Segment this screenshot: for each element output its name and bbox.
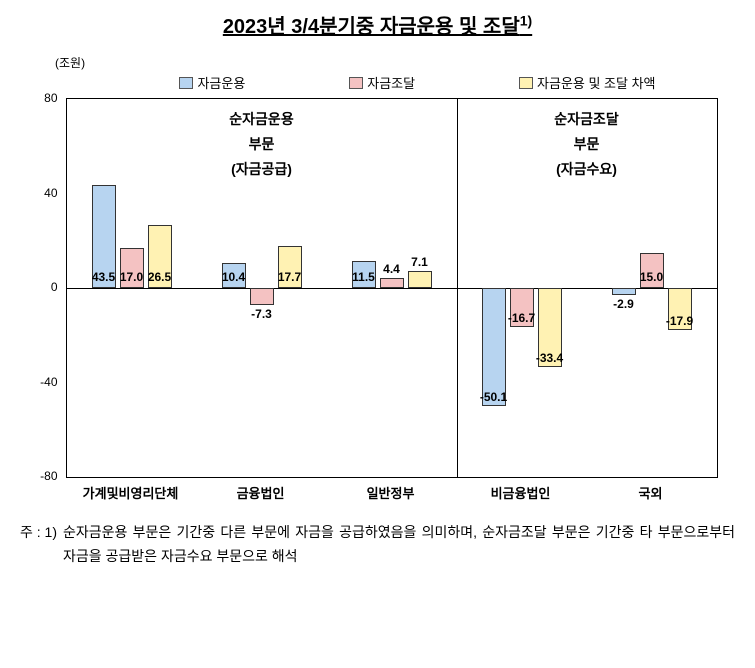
title-text: 2023년 3/4분기중 자금운용 및 조달 [223, 16, 520, 38]
x-category-label: 가계및비영리단체 [83, 483, 179, 502]
legend-swatch [179, 77, 193, 89]
footnote-key: 주 : 1) [20, 521, 57, 569]
bar [380, 278, 404, 288]
chart-title: 2023년 3/4분기중 자금운용 및 조달1) [20, 10, 735, 39]
legend-label: 자금운용 및 조달 차액 [537, 73, 655, 92]
footnote: 주 : 1) 순자금운용 부문은 기간중 다른 부문에 자금을 공급하였음을 의… [20, 521, 735, 569]
bar [408, 271, 432, 288]
x-category-label: 일반정부 [367, 483, 415, 502]
bar-value-label: -33.4 [536, 351, 563, 365]
bar [482, 288, 506, 406]
legend-label: 자금조달 [367, 73, 415, 92]
legend-item: 자금조달 [349, 73, 415, 92]
section-label-left: 순자금운용 부문 (자금공급) [67, 107, 457, 183]
bar-value-label: 10.4 [222, 270, 245, 284]
y-tick: 40 [44, 186, 57, 200]
y-tick: 80 [44, 91, 57, 105]
bar-value-label: 17.0 [120, 270, 143, 284]
x-category-label: 국외 [639, 483, 663, 502]
legend: 자금운용 자금조달 자금운용 및 조달 차액 [128, 73, 708, 92]
unit-label: (조원) [55, 54, 735, 71]
x-category-label: 비금융법인 [491, 483, 551, 502]
bar-value-label: 7.1 [411, 255, 428, 269]
bar-value-label: -50.1 [480, 390, 507, 404]
x-category-label: 금융법인 [237, 483, 285, 502]
bar-value-label: 17.7 [278, 270, 301, 284]
x-axis-labels: 가계및비영리단체 금융법인 일반정부 비금융법인 국외 [66, 481, 718, 503]
section-label-right: 순자금조달 부문 (자금수요) [457, 107, 717, 183]
bar-value-label: 15.0 [640, 270, 663, 284]
bar-value-label: 43.5 [92, 270, 115, 284]
plot-area: 순자금운용 부문 (자금공급)순자금조달 부문 (자금수요) 43.5 10.4 11… [66, 98, 718, 478]
bar-value-label: -2.9 [613, 297, 634, 311]
title-sup: 1) [520, 12, 532, 28]
bar [250, 288, 274, 305]
bar [612, 288, 636, 295]
y-tick: 0 [51, 280, 58, 294]
legend-item: 자금운용 [179, 73, 245, 92]
bar-value-label: -17.9 [666, 314, 693, 328]
bar-value-label: 26.5 [148, 270, 171, 284]
legend-label: 자금운용 [197, 73, 245, 92]
legend-swatch [519, 77, 533, 89]
bar-value-label: 11.5 [352, 270, 375, 284]
y-axis: -80-4004080 [28, 98, 63, 478]
legend-swatch [349, 77, 363, 89]
legend-item: 자금운용 및 조달 차액 [519, 73, 655, 92]
chart-area: 자금운용 자금조달 자금운용 및 조달 차액 -80 -40 0 40 80 순자금운용 부… [28, 73, 728, 503]
bar-value-label: -16.7 [508, 311, 535, 325]
bar-value-label: 4.4 [383, 262, 400, 276]
y-tick: -40 [40, 375, 57, 389]
y-tick: -80 [40, 469, 57, 483]
footnote-text: 순자금운용 부문은 기간중 다른 부문에 자금을 공급하였음을 의미하며, 순자… [63, 521, 735, 569]
bar-value-label: -7.3 [251, 307, 272, 321]
